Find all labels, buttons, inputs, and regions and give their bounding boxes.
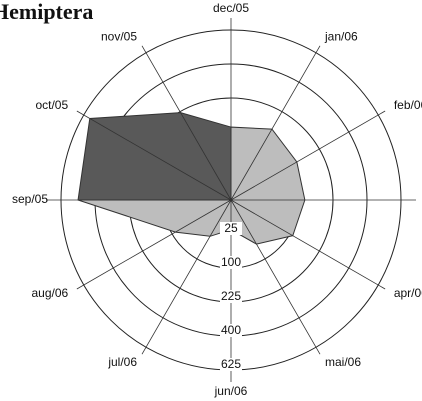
y-tick-label: 400 (221, 323, 241, 337)
spoke (230, 199, 321, 355)
category-label: jul/06 (107, 355, 137, 369)
tick-label-bg (220, 256, 242, 269)
spoke (76, 110, 232, 201)
category-label: dec/05 (213, 1, 249, 15)
category-label: mai/06 (325, 355, 361, 369)
spoke (141, 45, 232, 201)
category-label: oct/05 (35, 98, 68, 112)
tick-label-bg (220, 222, 242, 235)
spoke (141, 199, 232, 355)
y-tick-label: 625 (221, 357, 241, 371)
series-area (77, 126, 306, 245)
spoke (230, 199, 386, 290)
chart-title: Hemiptera (0, 0, 93, 24)
category-label: nov/05 (101, 29, 137, 43)
y-tick-label: 100 (221, 255, 241, 269)
spoke (230, 45, 321, 201)
spoke (76, 199, 232, 290)
category-label: jun/06 (214, 384, 248, 398)
category-label: apr/06 (394, 286, 422, 300)
category-label: sep/05 (12, 192, 48, 206)
tick-label-bg (220, 290, 242, 303)
y-tick-label: 225 (221, 289, 241, 303)
category-label: aug/06 (31, 286, 68, 300)
category-label: jan/06 (324, 29, 358, 43)
category-label: feb/06 (394, 98, 422, 112)
y-tick-label: 25 (224, 221, 238, 235)
tick-label-bg (220, 324, 242, 337)
tick-label-bg (220, 358, 242, 371)
spoke (230, 110, 386, 201)
